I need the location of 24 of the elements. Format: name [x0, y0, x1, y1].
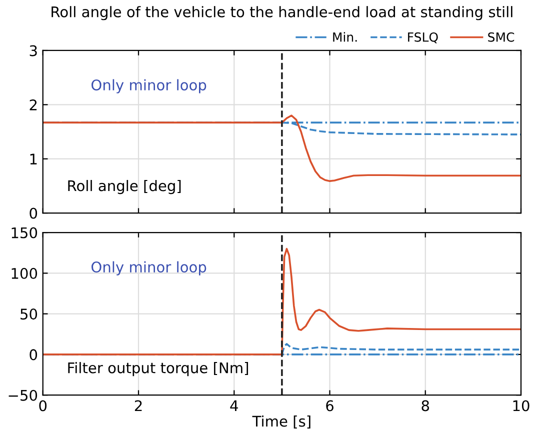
legend-label: SMC: [488, 32, 514, 42]
legend-label: Min.: [333, 32, 357, 42]
x-tick-label: 10: [513, 400, 530, 412]
x-tick-label: 4: [230, 400, 238, 412]
x-tick-label: 8: [422, 400, 430, 412]
x-axis-title: Time [s]: [252, 415, 310, 428]
y-tick-label: 2: [30, 99, 37, 110]
y-tick-label: 3: [30, 45, 37, 56]
annotation: Only minor loop: [92, 261, 206, 276]
x-tick-label: 6: [326, 400, 334, 412]
x-tick-label: 0: [39, 400, 47, 412]
y-tick-label: −50: [8, 390, 38, 401]
y-tick-label: 100: [12, 268, 38, 279]
chart-title: Roll angle of the vehicle to the handle-end load at standing still: [52, 6, 512, 20]
annotation: Only minor loop: [92, 79, 206, 94]
y-tick-label: 150: [12, 227, 38, 238]
legend-label: FSLQ: [408, 32, 438, 44]
annotation: Filter output torque [Nm]: [68, 362, 248, 376]
y-tick-label: 0: [30, 208, 38, 219]
x-tick-label: 2: [134, 400, 142, 412]
y-tick-label: 50: [20, 308, 38, 320]
y-tick-label: 0: [30, 349, 38, 360]
annotation: Roll angle [deg]: [68, 180, 181, 194]
y-tick-label: 1: [30, 154, 37, 164]
